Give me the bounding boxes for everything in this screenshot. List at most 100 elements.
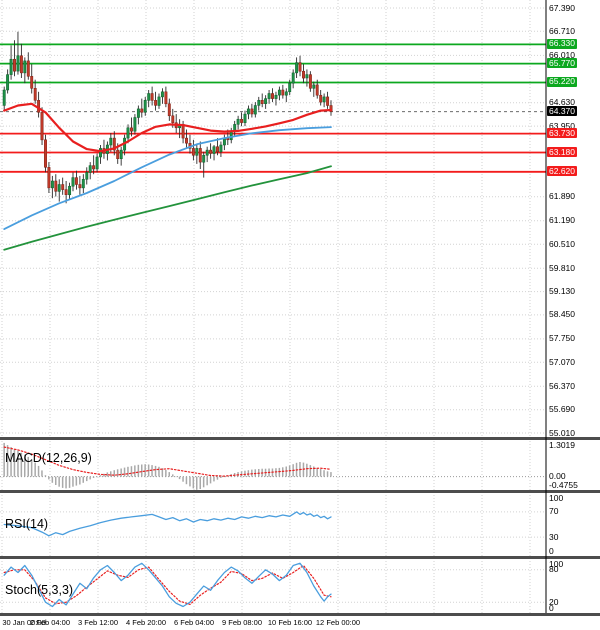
panel-separator xyxy=(0,613,600,616)
panel-separator xyxy=(0,490,600,493)
macd-histogram-bar xyxy=(110,471,112,477)
macd-histogram-bar xyxy=(158,466,160,477)
price-label: 55.010 xyxy=(549,427,575,438)
macd-histogram-bar xyxy=(51,476,54,483)
macd-histogram-bar xyxy=(182,476,184,482)
macd-histogram-bar xyxy=(216,476,219,480)
macd-histogram-bar xyxy=(79,476,81,485)
macd-histogram-bar xyxy=(172,474,174,477)
macd-histogram-bar xyxy=(323,470,325,477)
candle-up xyxy=(202,155,206,163)
macd-histogram-bar xyxy=(192,476,195,489)
macd-histogram-bar xyxy=(116,469,119,477)
rsi-axis-label: 70 xyxy=(549,506,559,517)
rsi-axis-label: 30 xyxy=(549,531,559,542)
macd-histogram-bar xyxy=(240,471,243,477)
price-label: 57.070 xyxy=(549,356,575,367)
price-label: 58.450 xyxy=(549,309,575,320)
price-label: 59.130 xyxy=(549,286,575,297)
macd-histogram-bar xyxy=(309,465,312,477)
macd-histogram-bar xyxy=(27,456,29,477)
candle-down xyxy=(319,94,323,103)
candle-up xyxy=(291,72,295,84)
price-label: 66.010 xyxy=(549,49,575,60)
candle-down xyxy=(130,127,133,132)
candle-down xyxy=(78,184,82,189)
macd-histogram-bar xyxy=(20,452,23,477)
stoch-d-line xyxy=(3,564,332,606)
candle-down xyxy=(19,55,23,74)
candle-up xyxy=(119,149,123,159)
macd-histogram-bar xyxy=(34,462,36,477)
candle-up xyxy=(68,185,72,196)
candle-down xyxy=(30,76,34,89)
macd-histogram-bar xyxy=(72,476,74,487)
time-label: 10 Feb 16:00 xyxy=(267,618,313,627)
stoch-axis-label: 80 xyxy=(549,564,559,575)
macd-histogram-bar xyxy=(41,470,43,477)
macd-histogram-bar xyxy=(75,476,78,486)
rsi-axis-label: 100 xyxy=(549,492,564,503)
macd-histogram-bar xyxy=(127,466,129,477)
macd-histogram-bar xyxy=(106,472,109,477)
macd-histogram-bar xyxy=(185,476,188,485)
price-label: 66.710 xyxy=(549,25,575,36)
macd-histogram-bar xyxy=(24,454,26,477)
candle-up xyxy=(133,117,137,132)
rsi-axis-label: 0 xyxy=(549,545,554,556)
macd-histogram-bar xyxy=(199,476,201,489)
candle-up xyxy=(288,82,292,93)
candle-up xyxy=(57,184,61,192)
candle-up xyxy=(160,91,164,98)
macd-signal-line xyxy=(3,446,332,477)
macd-histogram-bar xyxy=(306,463,308,477)
macd-histogram-bar xyxy=(103,473,105,477)
macd-histogram-bar xyxy=(189,476,191,487)
stoch-axis-label: 0 xyxy=(549,602,554,613)
macd-histogram-bar xyxy=(3,442,5,477)
macd-histogram-bar xyxy=(13,449,16,477)
macd-axis-label: -0.4755 xyxy=(549,479,578,490)
candle-up xyxy=(229,130,233,141)
candle-up xyxy=(236,118,240,125)
macd-histogram-bar xyxy=(55,476,57,485)
macd-histogram-bar xyxy=(178,476,181,480)
candle-up xyxy=(81,179,85,189)
candle-down xyxy=(40,112,44,141)
time-label: 6 Feb 04:00 xyxy=(173,618,215,627)
price-label: 66.330 xyxy=(547,38,577,49)
macd-histogram-bar xyxy=(244,470,246,477)
candle-up xyxy=(295,62,299,74)
candle-down xyxy=(154,100,158,106)
time-label: 2 Feb 04:00 xyxy=(29,618,71,627)
macd-histogram-bar xyxy=(134,465,136,477)
stoch-panel-title: Stoch(5,3,3) xyxy=(5,583,74,597)
candle-up xyxy=(157,96,161,106)
price-label: 65.770 xyxy=(547,57,577,69)
macd-histogram-bar xyxy=(61,476,64,488)
macd-histogram-bar xyxy=(30,459,33,477)
macd-histogram-bar xyxy=(175,476,177,478)
ma-red-line xyxy=(3,102,333,153)
macd-histogram-bar xyxy=(123,467,126,477)
candle-down xyxy=(326,96,330,106)
candle-up xyxy=(312,84,316,89)
time-label: 9 Feb 08:00 xyxy=(221,618,263,627)
macd-histogram-bar xyxy=(17,450,19,477)
macd-axis-label: 1.3019 xyxy=(549,439,575,450)
rsi-line xyxy=(3,511,332,537)
macd-histogram-bar xyxy=(58,476,60,487)
time-label: 12 Feb 00:00 xyxy=(315,618,361,627)
candle-down xyxy=(64,189,68,195)
candle-down xyxy=(298,62,302,72)
macd-histogram-bar xyxy=(48,476,50,480)
candle-up xyxy=(277,89,281,96)
candle-up xyxy=(253,105,257,115)
candle-down xyxy=(271,93,274,99)
candle-up xyxy=(212,146,216,154)
macd-histogram-bar xyxy=(251,469,253,477)
candle-down xyxy=(112,137,116,151)
candle-down xyxy=(302,70,305,79)
